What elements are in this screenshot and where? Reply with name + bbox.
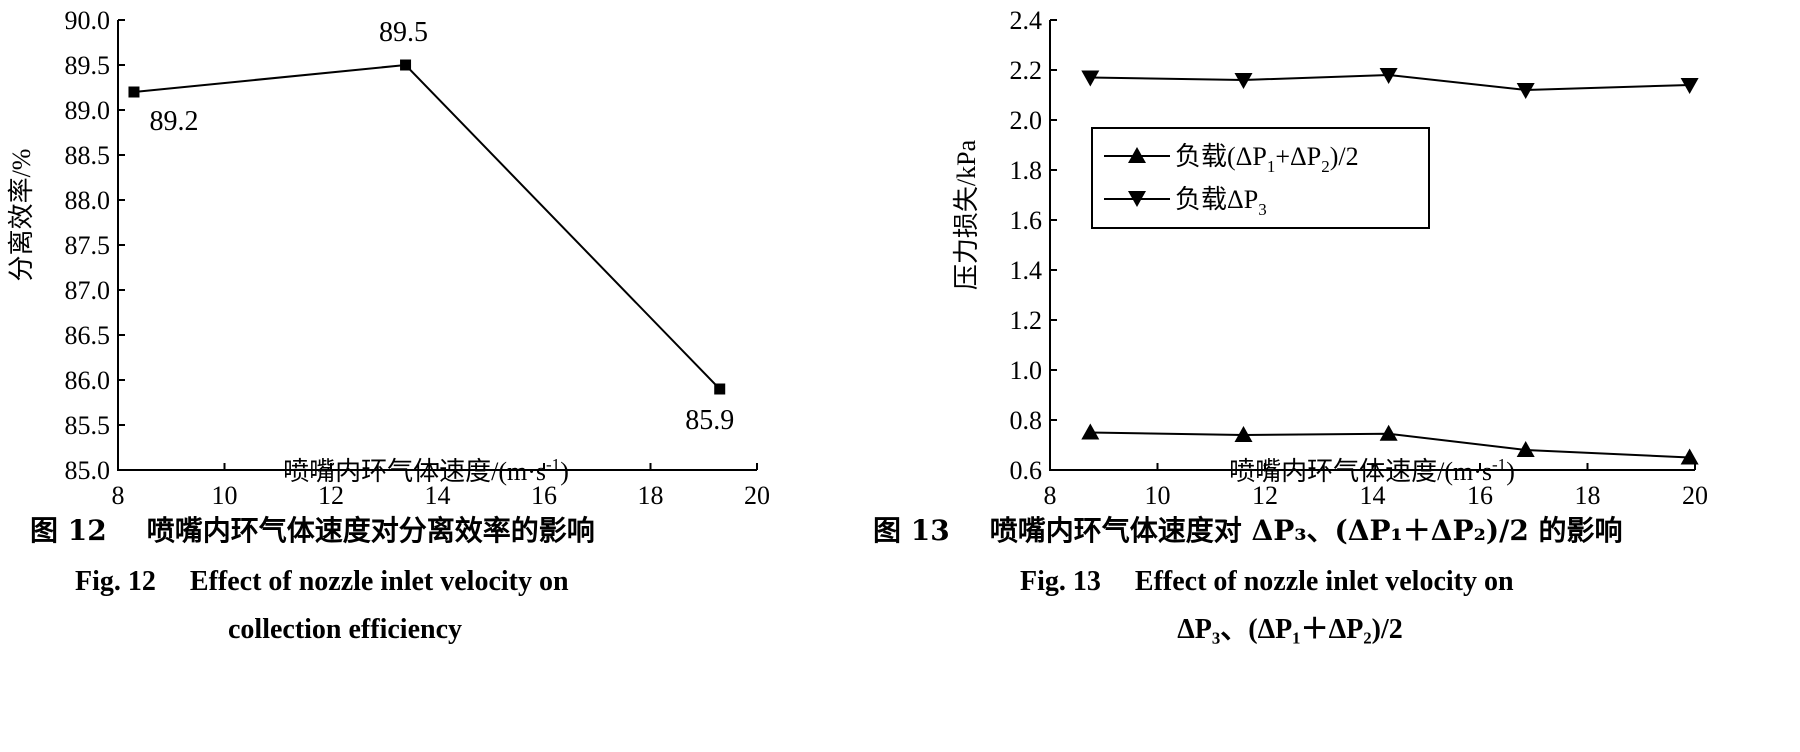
series-line: [133, 63, 721, 390]
y-tick-label: 89.0: [65, 96, 111, 125]
fig12-caption-en-line1: Fig. 12 Effect of nozzle inlet velocity o…: [75, 566, 569, 597]
y-tick-label: 1.0: [1010, 356, 1043, 385]
y-tick-label: 1.8: [1010, 156, 1043, 185]
x-tick-label: 16: [1467, 481, 1493, 510]
x-tick-label: 20: [744, 481, 770, 510]
x-tick-label: 14: [425, 481, 451, 510]
y-tick-label: 1.2: [1010, 306, 1043, 335]
fig12-xlabel: 喷嘴内环气体速度/(m·s-1): [283, 455, 569, 486]
x-tick-label: 8: [1044, 481, 1057, 510]
y-tick-label: 87.5: [65, 231, 111, 260]
data-point-triangle-down: [1379, 68, 1398, 84]
fig12-caption-zh: 图 12 喷嘴内环气体速度对分离效率的影响: [30, 514, 595, 547]
x-tick-label: 10: [212, 481, 238, 510]
x-tick-label: 8: [112, 481, 125, 510]
data-point-triangle-down: [1081, 70, 1100, 87]
y-tick-label: 86.5: [65, 321, 111, 350]
fig13-legend-box: [1091, 127, 1430, 229]
data-point-triangle-down: [1516, 83, 1535, 99]
y-tick-label: 1.4: [1010, 256, 1043, 285]
y-tick-label: 85.5: [65, 411, 111, 440]
data-point-square: [400, 59, 412, 71]
fig12-axes: [117, 20, 757, 471]
y-tick-label: 87.0: [65, 276, 111, 305]
y-tick-label: 88.0: [65, 186, 111, 215]
fig13-caption-en-line2: ΔP₃、(ΔP₁＋ΔP₂)/2: [1177, 614, 1403, 645]
data-point-triangle-up: [1234, 426, 1253, 442]
data-point-triangle-up: [1379, 424, 1398, 441]
y-tick-label: 88.5: [65, 141, 111, 170]
data-label: 85.9: [685, 405, 734, 436]
x-tick-label: 18: [1575, 481, 1601, 510]
x-tick-label: 16: [531, 481, 557, 510]
data-point-triangle-down: [1234, 73, 1253, 89]
legend-label-s2: 负载ΔP3: [1175, 185, 1267, 219]
x-tick-label: 20: [1682, 481, 1708, 510]
data-point-square: [714, 383, 726, 395]
fig13-xlabel: 喷嘴内环气体速度/(m·s-1): [1229, 455, 1515, 486]
fig13-caption-zh: 图 13 喷嘴内环气体速度对 ΔP₃、(ΔP₁＋ΔP₂)/2 的影响: [873, 514, 1623, 547]
x-tick-label: 10: [1145, 481, 1171, 510]
y-tick-label: 0.8: [1010, 406, 1043, 435]
fig12-ylabel: 分离效率/%: [7, 149, 36, 282]
fig13-axes: [1049, 20, 1695, 471]
legend-label-s1: 负载(ΔP1+ΔP2)/2: [1175, 142, 1359, 176]
x-tick-label: 12: [318, 481, 344, 510]
y-tick-label: 0.6: [1010, 456, 1043, 485]
y-tick-label: 2.4: [1010, 6, 1043, 35]
x-tick-label: 12: [1252, 481, 1278, 510]
chart-fig12: 8 10 12 14 16 18 20 85.0 85.5 86.0 86.5 87.0 87.5 88.…: [7, 6, 770, 645]
data-point-triangle-up: [1680, 448, 1699, 465]
y-tick-label: 2.0: [1010, 106, 1043, 135]
y-tick-label: 89.5: [65, 51, 111, 80]
fig13-ylabel: 压力损失/kPa: [952, 139, 981, 290]
data-point-square: [128, 86, 140, 98]
x-tick-label: 18: [638, 481, 664, 510]
chart-fig13: 8 10 12 14 16 18 20 0.6 0.8 1.0 1.2 1.4 1.6 1.8 2.0 2.2…: [873, 6, 1708, 645]
data-point-triangle-down: [1680, 78, 1699, 94]
y-tick-label: 85.0: [65, 456, 111, 485]
fig13-caption-en-line1: Fig. 13 Effect of nozzle inlet velocity o…: [1020, 566, 1514, 597]
y-tick-label: 1.6: [1010, 206, 1043, 235]
data-label: 89.2: [149, 106, 198, 137]
fig12-caption-en-line2: collection efficiency: [228, 614, 462, 645]
fig13-legend: 负载(ΔP1+ΔP2)/2 负载ΔP3: [1091, 127, 1430, 229]
y-tick-label: 86.0: [65, 366, 111, 395]
legend-triangle-down-icon: [1128, 191, 1146, 207]
x-tick-label: 14: [1360, 481, 1386, 510]
legend-triangle-up-icon: [1128, 147, 1146, 163]
data-point-triangle-up: [1081, 423, 1100, 440]
data-point-triangle-up: [1516, 441, 1535, 457]
data-label: 89.5: [379, 17, 428, 48]
y-tick-label: 90.0: [65, 6, 111, 35]
y-tick-label: 2.2: [1010, 56, 1043, 85]
